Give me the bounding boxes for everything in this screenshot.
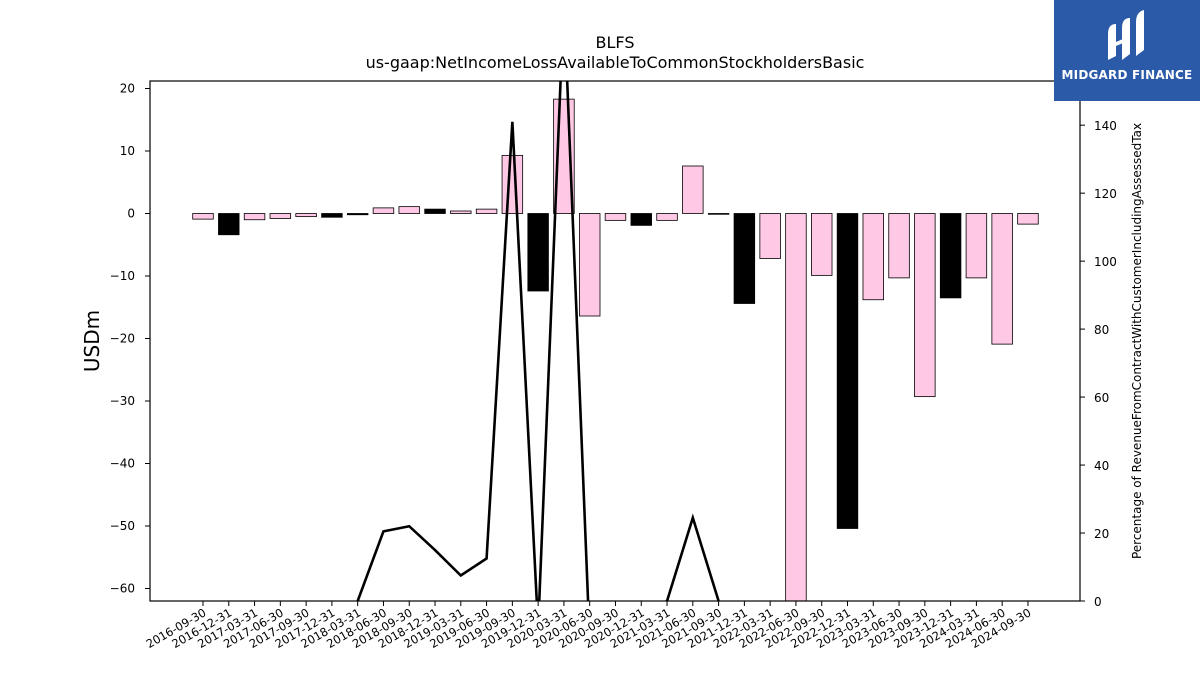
y-tick-label: 20 (120, 82, 135, 96)
bar-2021-06-30 (682, 165, 704, 214)
bar-2022-09-30 (811, 213, 833, 276)
bar-2018-03-31 (346, 213, 369, 216)
bar-2020-12-31 (630, 213, 652, 226)
bar-2016-09-30 (192, 213, 214, 220)
bar-2018-12-31 (424, 208, 446, 214)
y2-tick-label: 100 (1094, 255, 1117, 269)
y-axis-label: USDm (80, 310, 104, 372)
bar-2024-09-30 (1017, 213, 1039, 225)
y-tick-label: 0 (127, 207, 135, 221)
bar-2019-03-31 (450, 210, 472, 214)
bar-2017-12-31 (321, 213, 343, 218)
brand-logo: MIDGARD FINANCE (1054, 0, 1200, 101)
bars-layer (192, 98, 1039, 601)
bar-2023-12-31 (939, 213, 962, 299)
bar-2022-03-31 (759, 213, 781, 259)
bar-2024-03-31 (965, 213, 988, 279)
bar-2024-06-30 (991, 213, 1013, 345)
y-axis-left: 20 10 0 −10 −20 −30 −40 −50 −60 (110, 82, 150, 596)
bar-2016-12-31 (218, 213, 240, 236)
line-layer (356, 81, 720, 601)
y-tick-label: −50 (110, 519, 135, 533)
y2-tick-label: 140 (1094, 119, 1117, 133)
y2-tick-label: 0 (1094, 595, 1102, 609)
bar-2018-09-30 (398, 206, 420, 214)
bar-2022-06-30 (785, 213, 807, 601)
bar-2023-03-31 (862, 213, 884, 301)
y-tick-label: −30 (110, 394, 135, 408)
bar-2019-12-31 (527, 213, 549, 292)
bar-2023-06-30 (888, 213, 910, 279)
y2-tick-label: 40 (1094, 459, 1109, 473)
y2-tick-label: 20 (1094, 527, 1109, 541)
y-tick-label: −60 (110, 582, 135, 596)
chart-subtitle: us-gaap:NetIncomeLossAvailableToCommonSt… (366, 53, 865, 72)
bar-2020-06-30 (579, 213, 601, 317)
y-tick-label: −40 (110, 457, 135, 471)
y2-axis-label: Percentage of RevenueFromContractWithCus… (1130, 123, 1144, 559)
y-tick-label: 10 (120, 144, 135, 158)
logo-mark-icon (1108, 10, 1144, 60)
chart-title: BLFS (596, 33, 635, 52)
y-tick-label: −10 (110, 269, 135, 283)
bar-2023-09-30 (914, 213, 936, 398)
bar-2019-09-30 (501, 154, 524, 214)
bar-2021-12-31 (733, 213, 756, 304)
bar-2017-03-31 (243, 213, 266, 221)
y-axis-right: 0 20 40 60 80 100 120 140 (1080, 119, 1117, 609)
y2-tick-label: 120 (1094, 187, 1117, 201)
bar-2021-09-30 (707, 213, 730, 215)
percentage-line (356, 81, 720, 601)
bar-2018-06-30 (372, 207, 395, 214)
plot-frame (149, 80, 1081, 602)
bar-2020-09-30 (604, 213, 627, 221)
brand-name: MIDGARD FINANCE (1061, 68, 1193, 82)
bar-2022-12-31 (836, 213, 859, 529)
y2-tick-label: 60 (1094, 391, 1109, 405)
bar-2019-06-30 (475, 208, 498, 214)
x-axis: 2016-09-302016-12-312017-03-312017-06-30… (144, 601, 1033, 651)
bar-2017-09-30 (295, 213, 317, 218)
bar-2021-03-31 (656, 213, 678, 221)
y-tick-label: −20 (110, 332, 135, 346)
y2-tick-label: 80 (1094, 323, 1109, 337)
bar-2017-06-30 (269, 213, 292, 219)
